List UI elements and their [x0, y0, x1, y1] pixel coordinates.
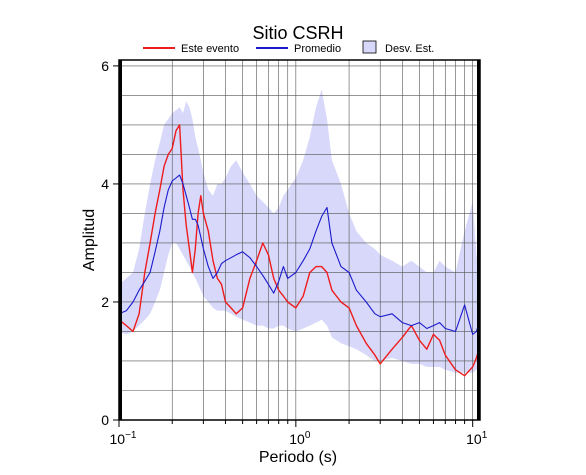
frame-ruler-right	[477, 60, 480, 420]
x-tick-label: 100	[289, 430, 311, 447]
series-line-este-evento	[118, 124, 481, 377]
legend-label: Este evento	[181, 43, 239, 55]
x-tick-label: 101	[466, 430, 488, 447]
grid	[119, 60, 480, 420]
y-tick-label: 4	[101, 176, 109, 192]
frame-ruler-left	[119, 60, 122, 420]
y-tick-label: 2	[101, 294, 109, 310]
legend: Este evento Promedio Desv. Est.	[143, 40, 434, 55]
y-tick-label: 0	[101, 412, 109, 428]
x-axis-label: Periodo (s)	[259, 449, 337, 466]
plot-area	[118, 59, 481, 421]
legend-swatch	[362, 40, 377, 54]
x-tick-label: 10−1	[110, 430, 137, 447]
legend-label: Promedio	[294, 43, 341, 55]
y-axis-label: Amplitud	[81, 209, 98, 271]
series-line-promedio	[118, 174, 481, 335]
chart-title: Sitio CSRH	[252, 23, 343, 43]
axes: 0 2 4 6 10−1 100 101	[101, 58, 487, 447]
y-tick-label: 6	[101, 58, 109, 74]
legend-label: Desv. Est.	[385, 43, 434, 55]
